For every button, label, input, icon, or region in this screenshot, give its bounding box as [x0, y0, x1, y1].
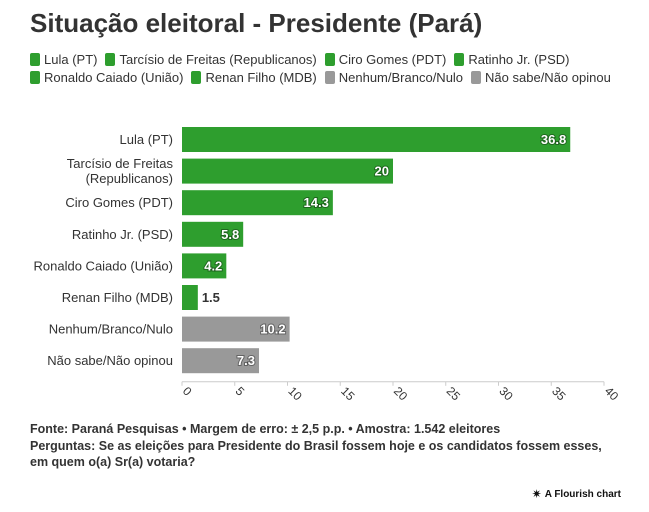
legend-swatch [324, 71, 335, 84]
legend-item[interactable]: Ronaldo Caiado (União) [30, 70, 183, 85]
category-label: Renan Filho (MDB) [62, 290, 173, 305]
category-label: Tarcísio de Freitas (Republicanos) [67, 156, 174, 186]
x-tick-label: 30 [496, 384, 516, 404]
x-tick-label: 35 [549, 384, 569, 404]
bar[interactable] [182, 285, 198, 310]
legend-swatch [30, 71, 40, 84]
legend-swatch [105, 53, 116, 66]
legend-label: Ciro Gomes (PDT) [338, 52, 447, 67]
category-label-line: Ronaldo Caiado (União) [34, 258, 173, 273]
category-label: Nenhum/Branco/Nulo [49, 322, 173, 337]
question-note: Perguntas: Se as eleições para President… [30, 438, 602, 470]
bar[interactable] [182, 158, 393, 184]
legend-item[interactable]: Não sabe/Não opinou [471, 70, 611, 85]
legend-item[interactable]: Tarcísio de Freitas (Republicanos) [105, 52, 317, 67]
chart-title: Situação eleitoral - Presidente (Pará) [30, 8, 483, 38]
chart-footer: Fonte: Paraná Pesquisas • Margem de erro… [30, 421, 620, 471]
legend-swatch [471, 71, 482, 84]
bar[interactable] [182, 127, 571, 152]
bar[interactable] [182, 348, 260, 374]
category-label: Ronaldo Caiado (União) [34, 258, 173, 273]
category-label-line: Nenhum/Branco/Nulo [49, 322, 173, 337]
x-tick-label: 0 [180, 384, 195, 399]
legend-label: Nenhum/Branco/Nulo [338, 70, 464, 85]
x-tick-label: 40 [602, 384, 622, 404]
bar[interactable] [182, 316, 290, 342]
legend-swatch [30, 53, 40, 66]
value-label: 1.5 [202, 290, 220, 305]
x-tick-label: 20 [391, 384, 411, 404]
chart-legend: Lula (PT) Tarcísio de Freitas (Republican… [30, 52, 630, 85]
category-label-line: Ratinho Jr. (PSD) [72, 227, 173, 242]
category-label-line: Ciro Gomes (PDT) [65, 195, 173, 210]
legend-swatch [454, 53, 465, 66]
value-label: 4.2 [204, 258, 222, 273]
category-label: Ciro Gomes (PDT) [65, 195, 173, 210]
value-label: 5.8 [221, 227, 239, 242]
legend-item[interactable]: Lula (PT) [30, 52, 97, 67]
bar[interactable] [182, 190, 333, 216]
legend-item[interactable]: Ciro Gomes (PDT) [324, 52, 447, 67]
legend-label: Renan Filho (MDB) [205, 70, 317, 85]
flourish-credit[interactable]: ✷ A Flourish chart [532, 487, 621, 501]
legend-item[interactable]: Ratinho Jr. (PSD) [454, 52, 570, 67]
credit-label: A Flourish chart [544, 488, 621, 500]
flourish-icon: ✷ [531, 487, 542, 501]
bar[interactable] [182, 253, 227, 279]
legend-swatch [191, 71, 202, 84]
legend-label: Não sabe/Não opinou [485, 70, 611, 85]
value-label: 14.3 [304, 195, 329, 210]
x-tick-label: 5 [233, 384, 248, 399]
category-label: Ratinho Jr. (PSD) [72, 227, 173, 242]
category-label: Não sabe/Não opinou [47, 353, 173, 368]
legend-label: Ronaldo Caiado (União) [44, 70, 184, 85]
bar[interactable] [182, 221, 244, 247]
category-label-line: Renan Filho (MDB) [62, 290, 173, 305]
legend-item[interactable]: Renan Filho (MDB) [191, 70, 317, 85]
bar-chart: Lula (PT) 36.8 Tarcísio de Freitas (Republi… [34, 127, 622, 404]
source-note: Fonte: Paraná Pesquisas • Margem de erro… [30, 422, 501, 436]
value-label: 20 [375, 164, 389, 179]
x-tick-label: 10 [285, 384, 305, 404]
legend-item[interactable]: Nenhum/Branco/Nulo [324, 70, 464, 85]
legend-label: Lula (PT) [44, 52, 98, 67]
legend-swatch [324, 53, 335, 66]
value-label: 7.3 [237, 353, 255, 368]
value-label: 36.8 [541, 132, 566, 147]
x-tick-label: 15 [338, 384, 358, 404]
category-label-line: Tarcísio de Freitas [67, 156, 174, 171]
value-label: 10.2 [260, 322, 285, 337]
category-label-line: (Republicanos) [86, 171, 173, 186]
category-label-line: Não sabe/Não opinou [47, 353, 173, 368]
x-tick-label: 25 [444, 384, 464, 404]
category-label-line: Lula (PT) [120, 132, 173, 147]
legend-label: Tarcísio de Freitas (Republicanos) [119, 52, 317, 67]
category-label: Lula (PT) [120, 132, 173, 147]
legend-label: Ratinho Jr. (PSD) [468, 52, 570, 67]
